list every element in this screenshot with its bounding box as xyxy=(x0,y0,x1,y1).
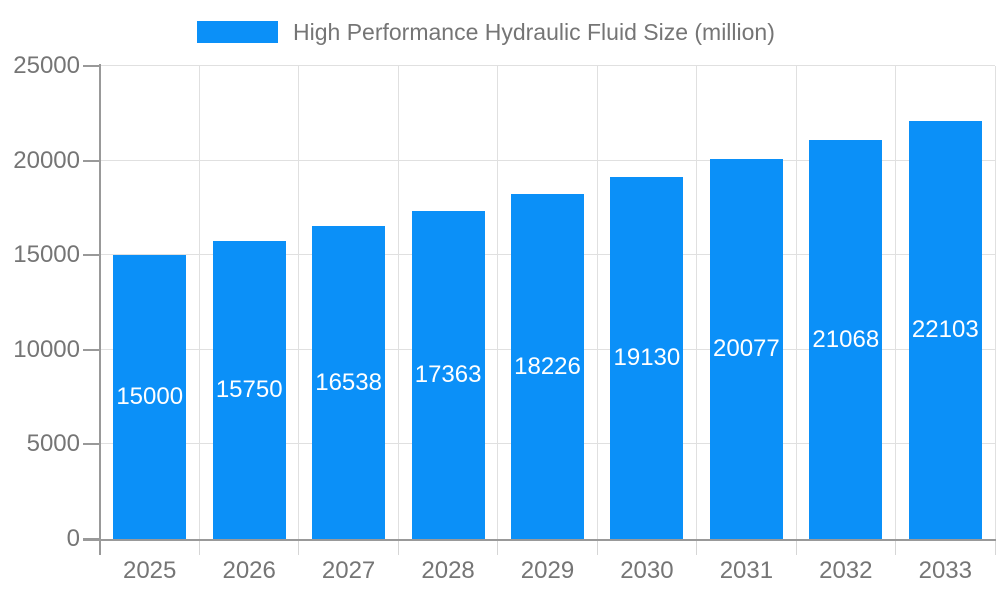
bar[interactable] xyxy=(709,159,783,539)
x-axis-label: 2025 xyxy=(122,557,177,584)
x-axis-tick xyxy=(596,539,598,555)
x-axis-label: 2030 xyxy=(620,557,674,584)
bar-value-label: 17363 xyxy=(414,360,482,388)
gridline-x xyxy=(994,66,996,539)
gridline-x xyxy=(795,66,797,539)
x-axis-tick xyxy=(397,539,399,555)
x-axis-label: 2033 xyxy=(918,557,972,584)
x-axis-tick xyxy=(497,539,499,555)
bar[interactable] xyxy=(411,210,485,539)
bar-value-label: 15750 xyxy=(215,376,283,403)
x-axis-tick xyxy=(795,539,797,555)
y-axis-tick xyxy=(83,443,100,446)
y-axis-line xyxy=(99,64,101,539)
bar[interactable] xyxy=(908,120,982,539)
y-axis-label: 0 xyxy=(66,525,80,552)
y-axis-label: 10000 xyxy=(13,335,80,363)
bar-value-label: 16538 xyxy=(315,368,382,396)
x-axis-tick xyxy=(198,539,200,555)
x-axis-label: 2027 xyxy=(321,557,376,584)
gridline-x xyxy=(696,66,698,539)
gridline-x xyxy=(198,66,200,539)
gridline-x xyxy=(298,66,300,539)
gridline-x xyxy=(397,66,399,539)
legend-label: High Performance Hydraulic Fluid Size (m… xyxy=(293,19,775,45)
x-axis-tick xyxy=(696,539,698,555)
bar[interactable] xyxy=(113,255,187,539)
x-axis-label: 2029 xyxy=(520,557,575,584)
x-axis-tick xyxy=(298,539,300,555)
bar[interactable] xyxy=(312,226,386,539)
y-axis-label: 20000 xyxy=(13,146,80,174)
x-axis-tick xyxy=(99,539,101,555)
y-axis-tick xyxy=(83,159,100,162)
bar-value-label: 18226 xyxy=(514,352,581,380)
bar-value-label: 15000 xyxy=(116,383,184,411)
y-axis-tick xyxy=(83,348,100,351)
y-axis-label: 25000 xyxy=(13,52,80,79)
x-axis-tick xyxy=(994,539,996,555)
gridline-y xyxy=(100,65,995,66)
bar[interactable] xyxy=(809,140,883,539)
gridline-x xyxy=(895,66,897,539)
legend-item[interactable]: High Performance Hydraulic Fluid Size (m… xyxy=(197,19,775,45)
bar-value-label: 22103 xyxy=(911,315,979,343)
x-axis-label: 2031 xyxy=(719,557,774,584)
bar[interactable] xyxy=(212,241,286,539)
y-axis-tick xyxy=(83,65,100,67)
x-axis-line xyxy=(83,539,996,541)
x-axis-tick xyxy=(895,539,897,555)
y-axis-label: 15000 xyxy=(13,241,80,269)
bar[interactable] xyxy=(610,177,684,539)
gridline-x xyxy=(596,66,598,539)
x-axis-label: 2032 xyxy=(819,557,873,584)
legend-swatch xyxy=(197,21,278,43)
gridline-y xyxy=(100,159,995,161)
x-axis-label: 2028 xyxy=(421,557,475,584)
bar-value-label: 20077 xyxy=(713,335,780,363)
bar[interactable] xyxy=(511,194,584,539)
bar-value-label: 19130 xyxy=(613,344,681,371)
x-axis-label: 2026 xyxy=(222,557,276,584)
gridline-x xyxy=(497,66,499,539)
bar-value-label: 21068 xyxy=(812,325,880,353)
y-axis-tick xyxy=(83,254,100,257)
y-axis-label: 5000 xyxy=(26,430,80,458)
